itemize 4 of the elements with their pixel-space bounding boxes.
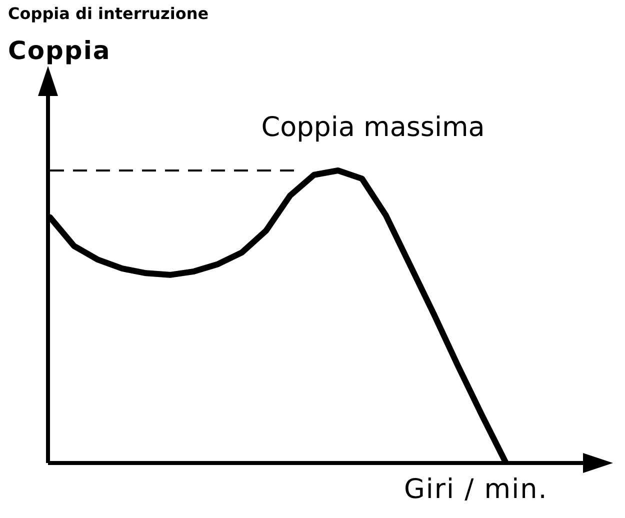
ref-line-label: Coppia massima (261, 112, 485, 144)
chart-title: Coppia di interruzione (8, 4, 209, 23)
x-axis-title: Giri / min. (404, 474, 548, 505)
y-axis-title: Coppia (8, 36, 111, 65)
